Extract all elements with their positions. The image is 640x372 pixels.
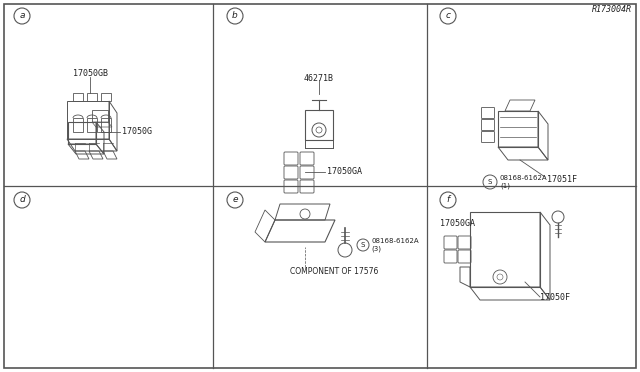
Bar [67,101,109,139]
Bar [498,111,538,147]
Bar [305,110,333,140]
Text: d: d [19,196,25,205]
Bar [470,212,540,287]
Bar [73,118,83,132]
Bar [101,93,111,101]
Text: R173004R: R173004R [592,5,632,14]
Text: 17050G: 17050G [122,128,152,137]
Text: COMPONENT OF 17576: COMPONENT OF 17576 [290,267,378,276]
Bar [101,118,111,132]
Text: c: c [445,12,451,20]
Text: 17050GA: 17050GA [327,167,362,176]
Text: 46271B: 46271B [304,74,334,83]
Text: 17050GB: 17050GB [72,69,108,78]
Bar [87,118,97,132]
Text: e: e [232,196,237,205]
Text: 17051F: 17051F [547,174,577,183]
Text: 08168-6162A
(1): 08168-6162A (1) [500,175,548,189]
Bar [92,110,108,122]
Text: 08168-6162A
(3): 08168-6162A (3) [371,238,419,252]
Bar [87,93,97,101]
Text: b: b [232,12,238,20]
Text: 17050GA: 17050GA [440,219,475,228]
Bar [73,93,83,101]
Text: a: a [19,12,25,20]
Text: S: S [361,242,365,248]
Text: S: S [488,179,492,185]
Bar [68,122,96,144]
Text: f: f [447,196,449,205]
Text: 17050F: 17050F [540,292,570,301]
